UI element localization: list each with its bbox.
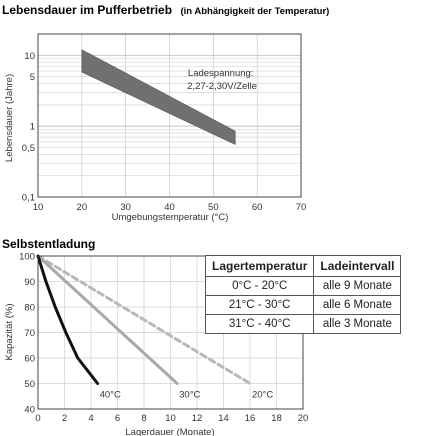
chart2-y-tick-label: 100 [19,252,35,263]
table-header-cell: Lagertemperatur [204,255,315,277]
chart1-plot-frame [37,33,302,198]
chart2-y-tick-label: 60 [24,354,35,365]
table-row: 21°C - 30°C alle 6 Monate [204,295,402,315]
table-row: 31°C - 40°C alle 3 Monate [204,314,402,334]
chart2-title: Selbstentladung [2,237,95,251]
chart2-x-tick-label: 2 [62,413,67,424]
chart1-title: Lebensdauer im Pufferbetrieb [2,3,172,17]
table-cell: alle 6 Monate [313,295,402,315]
chart2-series-label: 40°C [100,390,121,401]
chart1-x-tick-label: 70 [296,202,307,213]
chart1-band-group [81,49,236,146]
chart2-x-tick-label: 4 [88,413,93,424]
selbstentladung-chart: Selbstentladung 0 2 4 6 8 10 12 14 16 18 20 40 50 60… [2,237,308,436]
charge-interval-table: Lagertemperatur Ladeintervall 0°C - 20°C… [204,255,402,334]
chart2-y-tick-label: 90 [24,277,35,288]
table-cell: 31°C - 40°C [204,314,315,334]
chart1-lifetime-band [81,49,236,146]
chart1-y-ticks: 0,1 0,5 1 5 10 [22,51,35,204]
chart1-y-tick-label: 10 [24,51,35,62]
chart2-x-tick-label: 12 [192,413,203,424]
lebensdauer-chart: Lebensdauer im Pufferbetrieb (in Abhängi… [2,1,329,223]
chart2-x-tick-label: 18 [271,413,282,424]
chart2-series-group [36,254,252,385]
svg-text:Ladespannung: 2,27-2,30V/Z: Ladespannung: 2,27-2,30V/Zelle [187,68,257,92]
chart2-series-line [36,254,100,385]
chart1-x-tick-label: 50 [208,202,219,213]
chart1-y-tick-label: 0,1 [22,193,35,204]
chart2-x-ticks: 0 2 4 6 8 10 12 14 16 18 20 [35,413,308,424]
table-cell: 21°C - 30°C [204,295,315,315]
chart2-y-tick-label: 50 [24,379,35,390]
chart2-series-line [36,254,252,385]
table-header-cell: Ladeintervall [313,255,402,277]
table-cell: alle 3 Monate [313,314,402,334]
chart1-x-tick-label: 30 [120,202,131,213]
chart1-y-tick-label: 5 [30,72,35,83]
chart2-y-axis-label: Kapazität (%) [4,303,15,360]
chart2-x-tick-label: 20 [298,413,309,424]
chart1-grid [37,33,302,198]
chart2-y-tick-label: 70 [24,328,35,339]
svg-text:Lebensdauer im Pufferbetrieb: Lebensdauer im Pufferbetrieb (in Abhängi… [2,1,329,18]
chart1-x-axis-label: Umgebungstemperatur (°C) [112,212,229,223]
chart2-x-tick-label: 14 [218,413,229,424]
table-header-row: Lagertemperatur Ladeintervall [204,255,402,277]
chart1-x-ticks: 10 20 30 40 50 60 70 [33,202,307,213]
chart1-annotation-line1: Ladespannung: [188,68,254,79]
chart2-series-label: 20°C [252,390,273,401]
chart1-subtitle: (in Abhängigkeit der Temperatur) [181,6,330,17]
chart1-x-tick-label: 20 [77,202,88,213]
chart2-x-tick-label: 6 [115,413,120,424]
chart2-y-tick-label: 80 [24,303,35,314]
chart1-x-tick-label: 40 [164,202,175,213]
chart2-x-tick-label: 8 [141,413,146,424]
chart2-series-labels: 20°C 30°C 40°C [100,390,274,401]
chart2-y-ticks: 40 50 60 70 80 90 100 [19,252,35,416]
chart1-annotation-line2: 2,27-2,30V/Zelle [187,81,257,92]
chart2-y-tick-label: 40 [24,405,35,416]
chart1-y-tick-label: 0,5 [22,143,35,154]
chart2-x-tick-label: 16 [245,413,256,424]
table-cell: 0°C - 20°C [204,276,315,296]
chart2-x-tick-label: 10 [165,413,176,424]
chart1-x-tick-label: 60 [252,202,263,213]
table-row: 0°C - 20°C alle 9 Monate [204,276,402,296]
chart1-y-axis-label: Lebensdauer (Jahre) [4,74,15,162]
chart1-x-tick-label: 10 [33,202,44,213]
table-cell: alle 9 Monate [313,276,402,296]
chart2-x-axis-label: Lagerdauer (Monate) [125,427,214,436]
chart2-series-line [36,254,179,385]
chart2-x-tick-label: 0 [35,413,40,424]
chart2-series-label: 30°C [179,390,200,401]
chart1-y-tick-label: 1 [30,122,35,133]
